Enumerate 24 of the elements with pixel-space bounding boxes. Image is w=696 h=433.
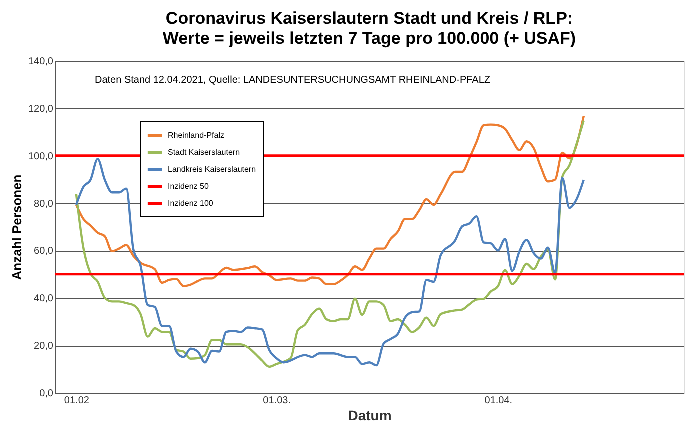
legend-label: Inzidenz 50	[168, 182, 210, 191]
y-tick-label: 120,0	[28, 104, 54, 115]
legend-label: Landkreis Kaiserslautern	[168, 165, 256, 174]
y-tick-label: 60,0	[34, 246, 54, 258]
legend-label: Inzidenz 100	[168, 199, 214, 208]
line-series	[75, 115, 586, 288]
y-tick-label: 20,0	[34, 341, 54, 352]
x-tick-label: 01.04.	[484, 396, 513, 406]
x-tick-label: 01.02	[64, 396, 90, 406]
x-axis-title: Datum	[348, 408, 392, 424]
y-tick-label: 40,0	[34, 294, 54, 305]
y-tick-label: 140,0	[28, 56, 54, 68]
legend-label: Stadt Kaiserslautern	[168, 148, 240, 157]
chart-subtitle: Werte = jeweils letzten 7 Tage pro 100.000 (+ USAF)	[162, 29, 576, 48]
legend-label: Rheinland-Pfalz	[168, 131, 224, 140]
annotation: Daten Stand 12.04.2021, Quelle: LANDESUNTERSUCHUNGSAMT RHEINLAND-PFALZ	[95, 75, 491, 86]
y-tick-label: 80,0	[34, 198, 54, 210]
y-tick-label: 100,0	[28, 151, 54, 162]
line-series	[75, 120, 586, 368]
y-tick-label: 0,0	[40, 388, 54, 400]
x-tick-label: 01.03.	[263, 396, 291, 406]
chart-title: Coronavirus Kaiserslautern Stadt und Kreis / RLP:	[166, 9, 574, 28]
y-axis-title: Anzahl Personen	[9, 174, 24, 280]
line-series	[75, 158, 586, 367]
